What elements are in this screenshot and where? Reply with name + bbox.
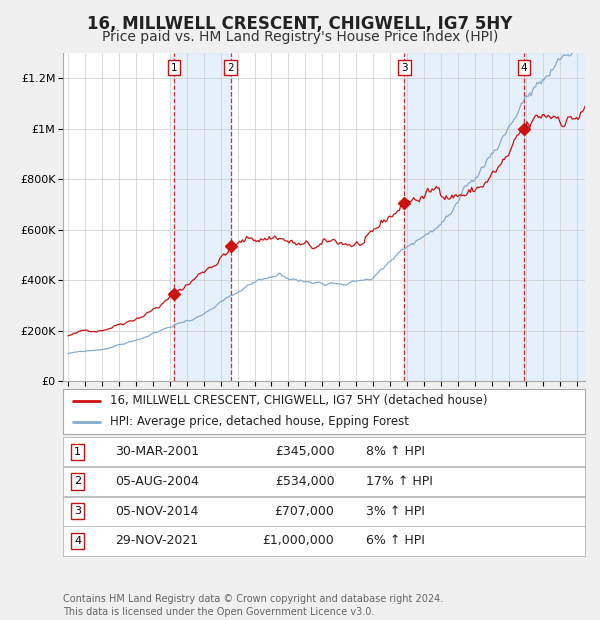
Text: 4: 4 xyxy=(521,63,527,73)
Bar xyxy=(524,53,585,381)
Text: 2: 2 xyxy=(74,476,81,487)
Text: 1: 1 xyxy=(170,63,177,73)
Text: 05-AUG-2004: 05-AUG-2004 xyxy=(115,475,199,488)
Text: 29-NOV-2021: 29-NOV-2021 xyxy=(115,534,199,547)
Text: 4: 4 xyxy=(74,536,81,546)
Text: £1,000,000: £1,000,000 xyxy=(263,534,334,547)
Text: HPI: Average price, detached house, Epping Forest: HPI: Average price, detached house, Eppi… xyxy=(110,415,409,428)
Text: 2: 2 xyxy=(227,63,234,73)
Text: 30-MAR-2001: 30-MAR-2001 xyxy=(115,445,199,458)
Bar xyxy=(404,53,524,381)
Text: Price paid vs. HM Land Registry's House Price Index (HPI): Price paid vs. HM Land Registry's House … xyxy=(102,30,498,44)
Text: 16, MILLWELL CRESCENT, CHIGWELL, IG7 5HY: 16, MILLWELL CRESCENT, CHIGWELL, IG7 5HY xyxy=(88,16,512,33)
Text: 8% ↑ HPI: 8% ↑ HPI xyxy=(366,445,425,458)
Text: 3: 3 xyxy=(401,63,407,73)
Text: 05-NOV-2014: 05-NOV-2014 xyxy=(115,505,199,518)
Bar xyxy=(174,53,230,381)
Text: 16, MILLWELL CRESCENT, CHIGWELL, IG7 5HY (detached house): 16, MILLWELL CRESCENT, CHIGWELL, IG7 5HY… xyxy=(110,394,487,407)
Text: 17% ↑ HPI: 17% ↑ HPI xyxy=(366,475,433,488)
Text: 6% ↑ HPI: 6% ↑ HPI xyxy=(366,534,425,547)
Text: £345,000: £345,000 xyxy=(275,445,334,458)
Text: 1: 1 xyxy=(74,446,81,457)
Text: 3: 3 xyxy=(74,506,81,516)
Text: Contains HM Land Registry data © Crown copyright and database right 2024.
This d: Contains HM Land Registry data © Crown c… xyxy=(63,594,443,617)
Text: £707,000: £707,000 xyxy=(275,505,334,518)
Text: £534,000: £534,000 xyxy=(275,475,334,488)
Text: 3% ↑ HPI: 3% ↑ HPI xyxy=(366,505,425,518)
